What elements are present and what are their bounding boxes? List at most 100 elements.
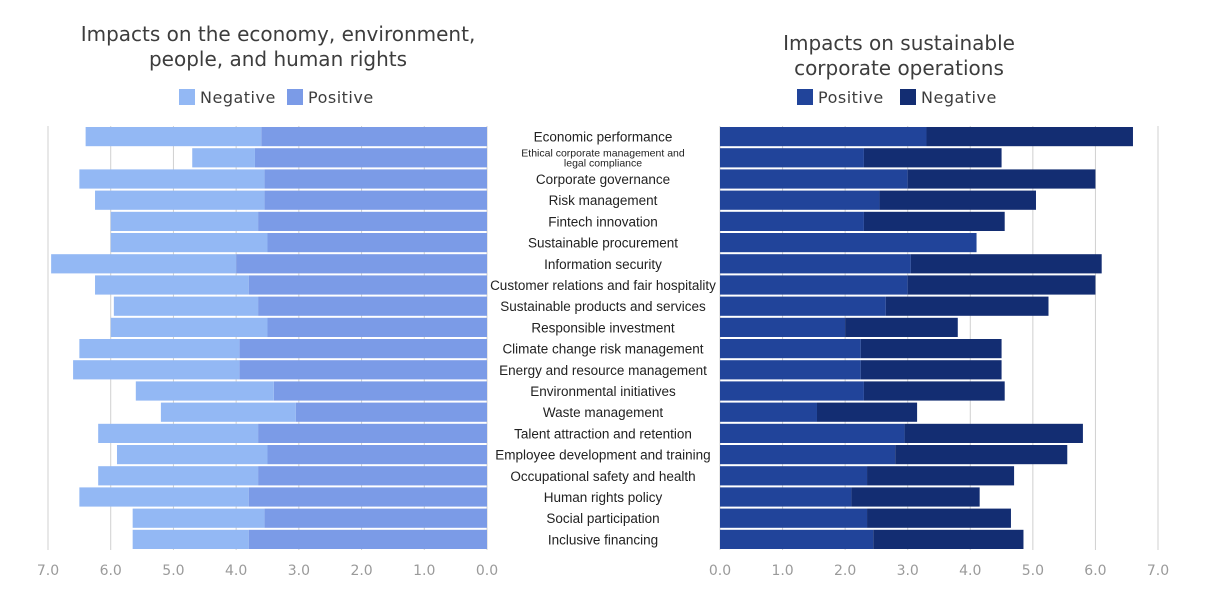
right-bar-positive: [720, 275, 908, 295]
right-bar-negative: [860, 360, 1002, 380]
left-bar-negative: [110, 317, 268, 337]
right-tick-label: 2.0: [834, 563, 856, 579]
left-gridlines: [47, 126, 488, 550]
left-tick-label: 2.0: [350, 563, 372, 579]
left-bar-positive: [258, 466, 487, 486]
left-bar-positive: [273, 381, 487, 401]
right-bar-negative: [885, 296, 1049, 316]
left-bar-negative: [51, 254, 237, 274]
left-bar-positive: [264, 169, 487, 189]
left-bar-negative: [135, 381, 274, 401]
left-bar-positive: [258, 296, 487, 316]
left-chart-title-line-1: Impacts on the economy, environment,: [81, 22, 476, 46]
left-bar-negative: [110, 211, 259, 231]
right-bar-negative: [904, 423, 1083, 443]
category-label: Sustainable products and services: [500, 299, 706, 314]
category-label: Ethical corporate management and: [521, 147, 685, 159]
left-chart-title-line-2: people, and human rights: [149, 47, 407, 71]
right-bar-negative: [863, 211, 1005, 231]
category-label: Fintech innovation: [548, 214, 658, 229]
right-tick-label: 3.0: [897, 563, 919, 579]
category-label: Responsible investment: [531, 320, 675, 335]
left-bar-positive: [258, 423, 487, 443]
category-label: Human rights policy: [544, 490, 663, 505]
left-legend-label-negative: Negative: [200, 88, 276, 107]
left-legend: Negative Positive: [179, 88, 374, 107]
category-label: Waste management: [543, 405, 664, 420]
right-tick-label: 4.0: [959, 563, 981, 579]
left-x-axis-ticks: 7.0 6.0 5.0 4.0 3.0 2.0 1.0 0.0: [37, 563, 498, 579]
right-bar-positive: [720, 148, 864, 168]
right-bar-negative: [873, 529, 1024, 549]
category-label: Climate change risk management: [502, 342, 703, 357]
left-tick-label: 7.0: [37, 563, 59, 579]
right-tick-label: 1.0: [771, 563, 793, 579]
right-bar-positive: [720, 211, 864, 231]
right-bar-positive: [720, 445, 896, 465]
category-label: Environmental initiatives: [530, 384, 676, 399]
left-bar-negative: [79, 339, 240, 359]
left-bar-negative: [98, 466, 259, 486]
right-bar-positive: [720, 339, 861, 359]
left-bar-negative: [85, 127, 262, 147]
right-bar-positive: [720, 487, 852, 507]
left-bar-positive: [295, 402, 487, 422]
category-labels: Economic performance Ethical corporate ma…: [490, 130, 716, 548]
right-bar-positive: [720, 127, 927, 147]
category-label: legal compliance: [564, 157, 642, 169]
left-bar-positive: [261, 127, 487, 147]
right-bar-positive: [720, 169, 908, 189]
right-bar-positive: [720, 508, 868, 528]
left-tick-label: 3.0: [288, 563, 310, 579]
right-bar-positive: [720, 360, 861, 380]
right-bar-negative: [907, 169, 1096, 189]
right-bar-negative: [910, 254, 1102, 274]
left-bar-positive: [267, 233, 487, 253]
right-tick-label: 7.0: [1147, 563, 1169, 579]
left-tick-label: 6.0: [100, 563, 122, 579]
right-chart-title-line-2: corporate operations: [794, 56, 1004, 80]
right-bar-negative: [860, 339, 1002, 359]
left-bars: [51, 127, 487, 549]
right-legend-swatch-negative: [900, 89, 916, 105]
right-chart-title-line-1: Impacts on sustainable: [783, 31, 1015, 55]
left-tick-label: 5.0: [162, 563, 184, 579]
category-label: Sustainable procurement: [528, 236, 678, 251]
right-bar-positive: [720, 317, 846, 337]
right-legend-swatch-positive: [797, 89, 813, 105]
left-bar-positive: [267, 445, 487, 465]
right-legend-label-negative: Negative: [921, 88, 997, 107]
left-bar-negative: [113, 296, 259, 316]
left-bar-negative: [192, 148, 255, 168]
right-gridlines: [719, 126, 1159, 550]
left-bar-positive: [267, 317, 487, 337]
left-legend-label-positive: Positive: [308, 88, 374, 107]
right-bar-positive: [720, 402, 817, 422]
category-label: Talent attraction and retention: [514, 426, 692, 441]
left-bar-negative: [132, 529, 249, 549]
right-bar-negative: [926, 127, 1133, 147]
left-bar-positive: [264, 190, 487, 210]
right-bar-positive: [720, 466, 868, 486]
category-label: Occupational safety and health: [510, 469, 695, 484]
left-bar-positive: [236, 254, 487, 274]
left-bar-positive: [264, 508, 487, 528]
category-label: Corporate governance: [536, 172, 670, 187]
right-chart-panel: Impacts on sustainable corporate operati…: [709, 31, 1169, 579]
right-bar-positive: [720, 381, 864, 401]
left-bar-positive: [239, 339, 487, 359]
right-bar-negative: [863, 381, 1005, 401]
left-bar-negative: [98, 423, 259, 443]
category-label: Economic performance: [534, 130, 673, 145]
left-bar-negative: [160, 402, 296, 422]
left-bar-negative: [95, 275, 249, 295]
left-bar-positive: [239, 360, 487, 380]
right-bar-negative: [867, 466, 1015, 486]
right-bar-negative: [867, 508, 1011, 528]
right-tick-label: 6.0: [1084, 563, 1106, 579]
left-tick-label: 1.0: [413, 563, 435, 579]
right-bar-negative: [851, 487, 980, 507]
right-x-axis-ticks: 0.0 1.0 2.0 3.0 4.0 5.0 6.0 7.0: [709, 563, 1169, 579]
left-bar-negative: [73, 360, 240, 380]
